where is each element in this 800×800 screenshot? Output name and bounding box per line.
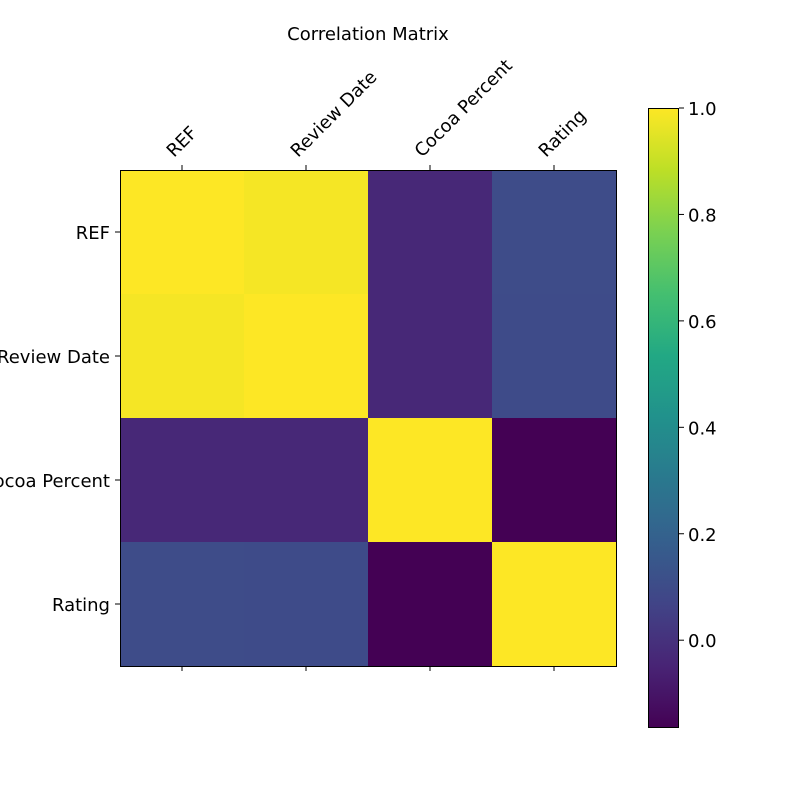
- heatmap-cell: [492, 418, 617, 543]
- chart-title: Correlation Matrix: [287, 24, 449, 45]
- heatmap-cell: [120, 170, 245, 295]
- colorbar-frame: [648, 108, 679, 728]
- heatmap-cell: [120, 294, 245, 419]
- colorbar-tick-label: 0.2: [688, 525, 717, 546]
- x-tick-label: Cocoa Percent: [411, 55, 517, 161]
- colorbar-tick-label: 0.8: [688, 205, 717, 226]
- heatmap-cell: [492, 294, 617, 419]
- y-tick-label: Rating: [52, 595, 110, 616]
- heatmap-cell: [368, 542, 493, 667]
- heatmap-cell: [492, 170, 617, 295]
- colorbar-tick-label: 1.0: [688, 99, 717, 120]
- x-tick-label: REF: [163, 122, 202, 161]
- x-tick-label: Rating: [535, 106, 591, 162]
- heatmap-cell: [244, 418, 369, 543]
- heatmap-cell: [368, 170, 493, 295]
- colorbar-ticks: 0.0 0.2 0.4 0.6 0.8 1.0: [679, 99, 717, 652]
- heatmap-cell: [368, 418, 493, 543]
- heatmap-cell: [244, 542, 369, 667]
- heatmap-cell: [492, 542, 617, 667]
- heatmap-frame: [120, 170, 617, 667]
- y-tick-label: Cocoa Percent: [0, 471, 110, 492]
- y-tick-label: REF: [76, 223, 110, 244]
- y-axis-ticks: REF Review Date Cocoa Percent Rating: [0, 223, 120, 616]
- heatmap-cell: [120, 418, 245, 543]
- colorbar-tick-label: 0.4: [688, 418, 717, 439]
- x-tick-label: Review Date: [287, 67, 382, 162]
- heatmap-cell: [244, 294, 369, 419]
- colorbar: 0.0 0.2 0.4 0.6 0.8 1.0: [648, 99, 717, 728]
- colorbar-fill: [648, 108, 679, 728]
- heatmap-cell: [244, 170, 369, 295]
- colorbar-tick-label: 0.0: [688, 631, 717, 652]
- heatmap-cells: [120, 170, 617, 667]
- heatmap-cell: [120, 542, 245, 667]
- heatmap-cell: [368, 294, 493, 419]
- y-tick-label: Review Date: [0, 347, 110, 368]
- colorbar-tick-label: 0.6: [688, 312, 717, 333]
